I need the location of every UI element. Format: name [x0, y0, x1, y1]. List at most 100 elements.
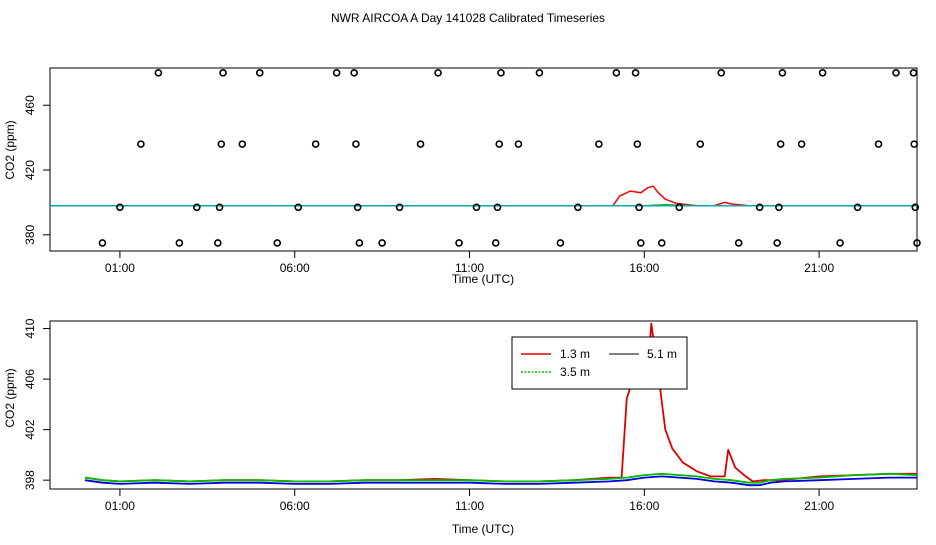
data-point: [657, 239, 666, 247]
data-point: [175, 239, 184, 247]
data-point: [612, 69, 621, 77]
y-tick-label: 410: [23, 318, 37, 338]
data-point: [755, 203, 764, 212]
legend: 1.3 m 5.1 m 3.5 m: [511, 336, 688, 390]
data-point: [778, 69, 787, 77]
series-line-1-3-m: [84, 322, 917, 483]
y-tick-label: 402: [23, 419, 37, 439]
data-point: [378, 239, 386, 247]
data-point: [818, 69, 827, 77]
bottom-y-axis-label: CO2 (ppm): [3, 368, 17, 427]
data-point: [696, 140, 705, 148]
y-tick-label: 380: [23, 224, 37, 244]
data-point: [775, 203, 783, 212]
data-point: [535, 69, 544, 77]
data-point: [836, 239, 844, 247]
data-point: [294, 203, 303, 212]
top-y-axis-label: CO2 (ppm): [3, 120, 17, 179]
top-panel: 01:00 06:00 11:00 16:00 21:00 380 420 460 Time…: [3, 67, 921, 286]
data-point: [556, 239, 565, 247]
data-point: [574, 203, 582, 212]
data-point: [675, 203, 684, 212]
data-point: [495, 140, 504, 148]
data-point: [472, 203, 481, 212]
data-point: [797, 140, 806, 148]
series-line-3-5-m: [84, 472, 918, 484]
top-x-ticks: 01:00 06:00 11:00 16:00 21:00: [105, 251, 834, 275]
series-line-0: [50, 185, 917, 207]
data-point: [911, 203, 920, 212]
data-point: [913, 239, 921, 247]
x-tick-label: 11:00: [455, 499, 484, 513]
chart-title: NWR AIRCOA A Day 141028 Calibrated Times…: [331, 11, 605, 25]
data-point: [219, 69, 227, 77]
top-plot-points: [98, 69, 921, 247]
x-tick-label: 21:00: [804, 499, 834, 513]
top-plot-frame: [49, 67, 918, 252]
bottom-x-ticks: 01:00 06:00 11:00 16:00 21:00: [105, 489, 834, 513]
data-point: [910, 140, 919, 148]
x-tick-label: 16:00: [629, 261, 659, 275]
data-point: [238, 140, 247, 148]
data-point: [311, 140, 320, 148]
series-line-5-1-m: [84, 475, 917, 487]
data-point: [154, 69, 163, 77]
data-point: [193, 203, 201, 212]
bottom-plot-frame: [49, 320, 918, 490]
data-point: [853, 203, 862, 212]
data-point: [350, 69, 358, 77]
data-point: [332, 69, 341, 77]
data-point: [355, 239, 364, 247]
x-tick-label: 06:00: [280, 499, 310, 513]
data-point: [434, 69, 442, 77]
data-point: [874, 140, 883, 148]
legend-box: [511, 336, 688, 390]
data-point: [776, 140, 785, 148]
bottom-panel: 01:00 06:00 11:00 16:00 21:00 398 402 406 410 T…: [3, 318, 918, 536]
x-tick-label: 01:00: [105, 261, 135, 275]
x-tick-label: 06:00: [280, 261, 310, 275]
data-point: [217, 140, 226, 148]
y-tick-label: 406: [23, 369, 37, 389]
top-plot-lines: [50, 185, 917, 207]
data-point: [717, 69, 726, 77]
data-point: [909, 69, 918, 77]
data-point: [255, 69, 264, 77]
bottom-x-axis-label: Time (UTC): [452, 522, 514, 536]
legend-label-3-5m: 3.5 m: [560, 365, 590, 379]
data-point: [137, 140, 145, 148]
data-point: [98, 239, 107, 247]
top-y-ticks: 380 420 460: [23, 95, 50, 245]
data-point: [215, 203, 224, 212]
data-point: [214, 239, 222, 247]
bottom-y-ticks: 398 402 406 410: [23, 318, 50, 490]
data-point: [637, 239, 645, 247]
legend-label-1-3m: 1.3 m: [560, 347, 590, 361]
data-point: [734, 239, 743, 247]
y-tick-label: 398: [23, 470, 37, 490]
x-tick-label: 11:00: [455, 261, 484, 275]
y-tick-label: 420: [23, 160, 37, 180]
data-point: [514, 140, 523, 148]
data-point: [595, 140, 603, 148]
data-point: [633, 140, 642, 148]
data-point: [631, 69, 640, 77]
data-point: [493, 203, 502, 212]
data-point: [395, 203, 404, 212]
data-point: [491, 239, 500, 247]
x-tick-label: 16:00: [629, 499, 659, 513]
data-point: [635, 203, 643, 212]
data-point: [455, 239, 463, 247]
x-tick-label: 01:00: [105, 499, 135, 513]
y-tick-label: 460: [23, 95, 37, 115]
data-point: [773, 239, 781, 247]
data-point: [892, 69, 900, 77]
legend-label-5-1m: 5.1 m: [647, 347, 677, 361]
x-tick-label: 21:00: [804, 261, 834, 275]
data-point: [497, 69, 505, 77]
bottom-plot-lines: [84, 322, 918, 487]
data-point: [273, 239, 282, 247]
top-x-axis-label: Time (UTC): [452, 272, 514, 286]
